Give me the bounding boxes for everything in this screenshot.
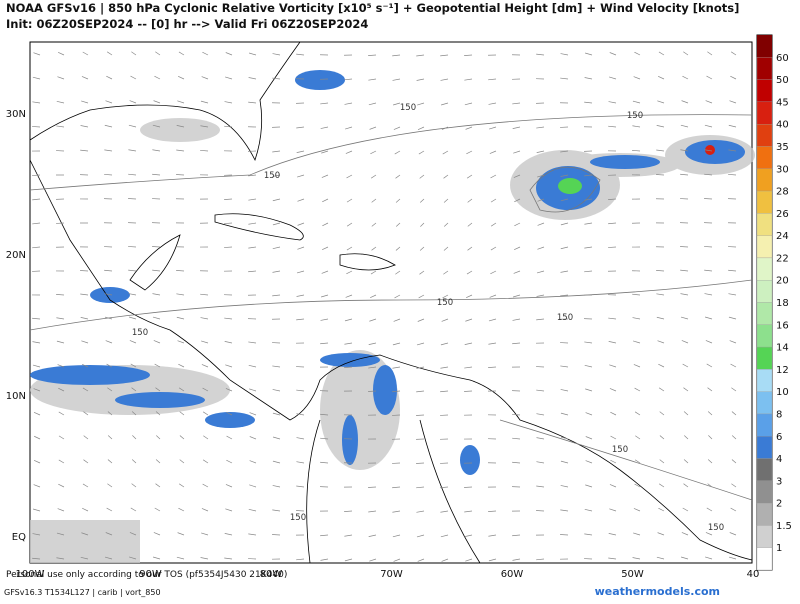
map-frame [30,42,752,563]
colorbar-segment [757,325,772,347]
colorbar-segment [757,392,772,414]
colorbar-label: 12 [776,365,789,376]
colorbar-segment [757,347,772,369]
colorbar-label: 35 [776,142,789,153]
vorticity-green [558,178,582,194]
subtitle: Init: 06Z20SEP2024 -- [0] hr --> Valid F… [6,17,368,31]
colorbar-segment [757,369,772,391]
lon-label: 80W [260,569,283,580]
colorbar-label: 4 [776,454,782,465]
colorbar-label: 6 [776,432,782,443]
colorbar-segment [757,481,772,503]
lon-label: 50W [621,569,644,580]
contour-label: 150 [400,103,416,113]
lon-label: 40 [747,569,760,580]
lat-label: 30N [6,109,26,120]
colorbar-segment [757,146,772,168]
site: weathermodels.com [595,585,720,598]
lat-label: 20N [6,250,26,261]
colorbar-segment [757,258,772,280]
contour-label: 150 [290,513,306,523]
contour-label: 150 [132,328,148,338]
lat-label: 10N [6,391,26,402]
colorbar-segment [757,191,772,213]
colorbar-segment [757,414,772,436]
colorbar-label: 28 [776,187,789,198]
lon-label: 90W [139,569,162,580]
colorbar-label: 24 [776,231,789,242]
colorbar-segment [757,436,772,458]
colorbar-label: 14 [776,343,789,354]
colorbar-label: 1 [776,543,782,554]
colorbar-segment [757,280,772,302]
contour-label: 150 [627,111,643,121]
colorbar-label: 50 [776,75,789,86]
colorbar-label: 30 [776,164,789,175]
colorbar-label: 18 [776,298,789,309]
contour-label: 150 [612,445,628,455]
colorbar-label: 16 [776,320,789,331]
lon-label: 100W [16,569,45,580]
colorbar-segment [757,503,772,525]
colorbar-label: 3 [776,476,782,487]
colorbar-segment [757,169,772,191]
colorbar-label: 2 [776,499,782,510]
contour-label: 150 [557,313,573,323]
title: NOAA GFSv16 | 850 hPa Cyclonic Relative … [6,1,739,15]
colorbar-segment [757,102,772,124]
contour-label: 150 [437,298,453,308]
model-info: GFSv16.3 T1534L127 | carib | vort_850 [4,588,161,597]
colorbar-segment [757,303,772,325]
lat-label: EQ [12,532,26,543]
colorbar-segment [757,459,772,481]
lon-label: 60W [501,569,524,580]
colorbar-label: 60 [776,53,789,64]
colorbar-label: 8 [776,409,782,420]
colorbar-segment [757,57,772,79]
colorbar-label: 22 [776,253,789,264]
colorbar-segment [757,124,772,146]
colorbar-label: 1.5 [776,521,792,532]
colorbar-segment [757,525,772,547]
colorbar-segment [757,80,772,102]
colorbar-segment [757,548,772,570]
contour-label: 150 [708,523,724,533]
lon-label: 70W [380,569,403,580]
colorbar-label: 26 [776,209,789,220]
colorbar-label: 20 [776,276,789,287]
colorbar-label: 45 [776,97,789,108]
map [30,42,755,563]
colorbar-segment [757,236,772,258]
colorbar-label: 10 [776,387,789,398]
colorbar-segment [757,35,772,57]
colorbar-segment [757,213,772,235]
colorbar-label: 40 [776,120,789,131]
contour-label: 150 [264,171,280,181]
